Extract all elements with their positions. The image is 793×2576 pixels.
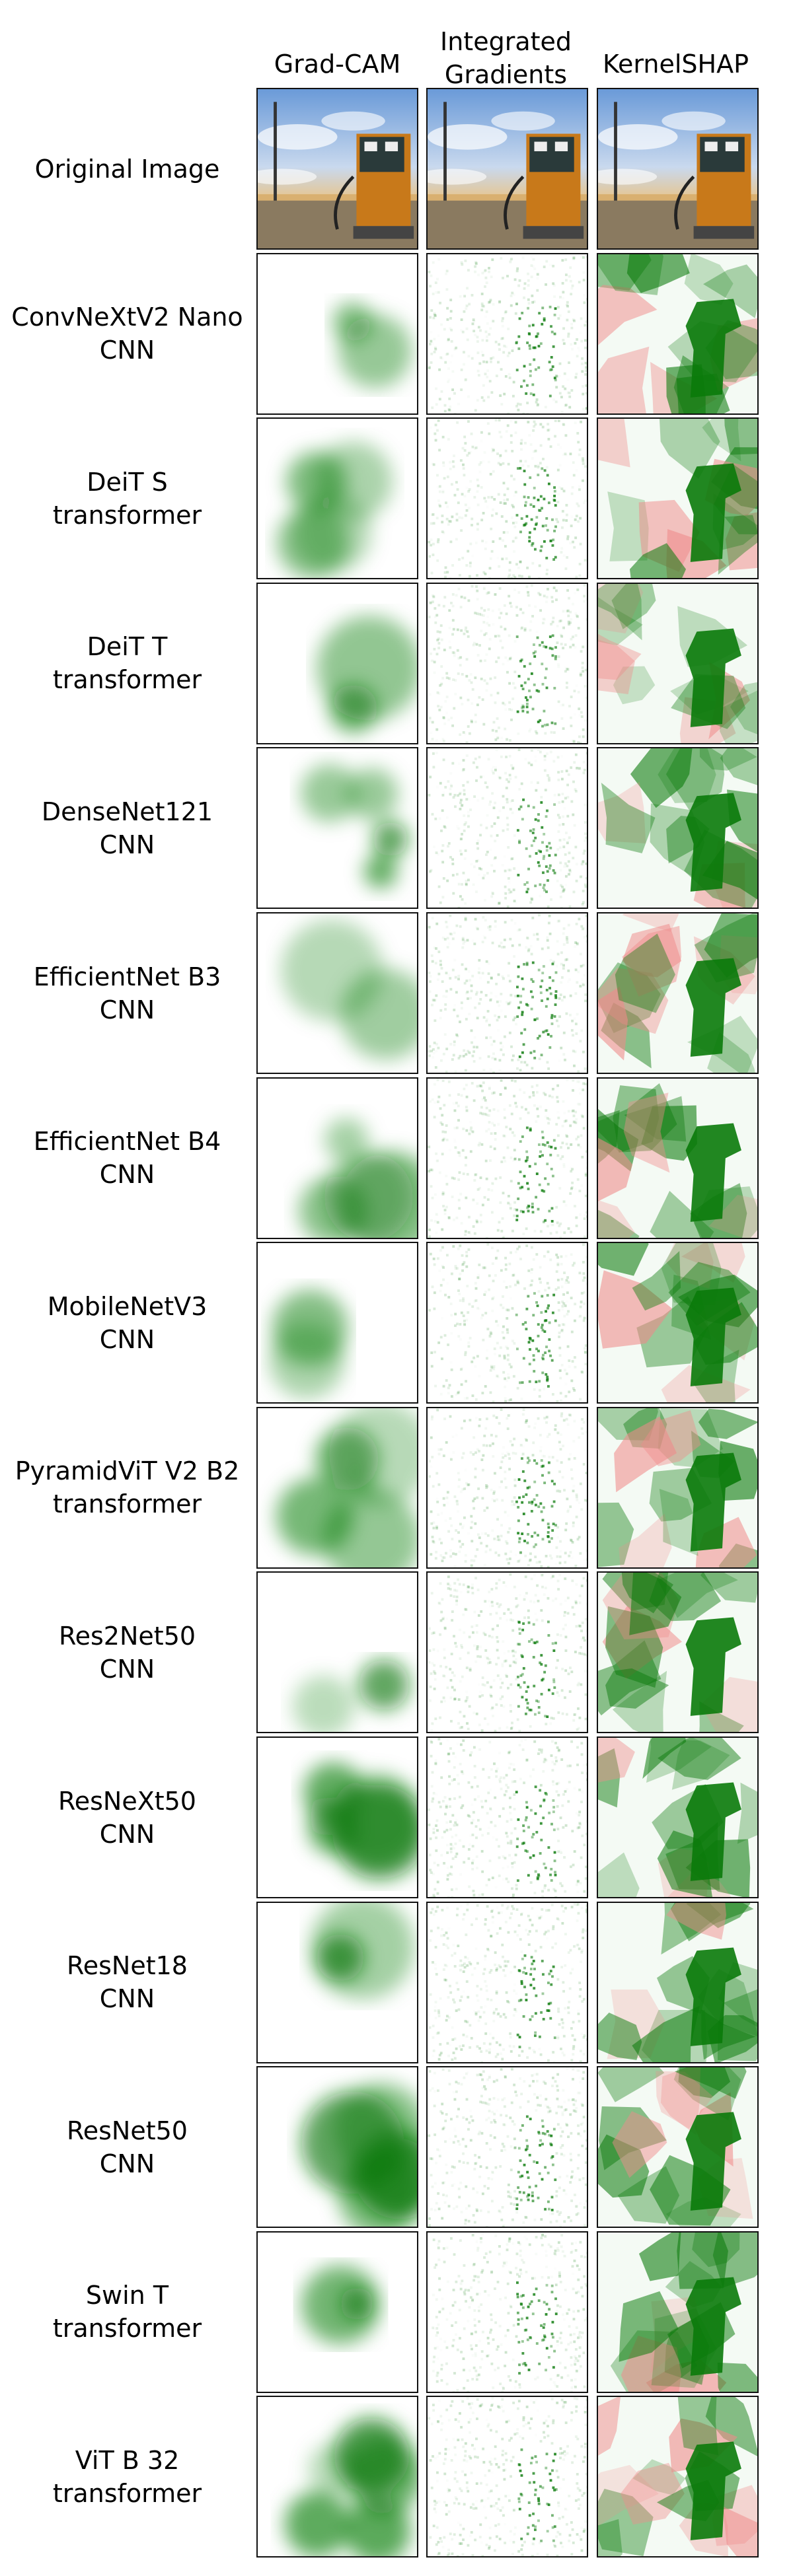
kernelshap-map	[597, 582, 759, 744]
original-image	[256, 88, 418, 250]
kernelshap-map	[597, 1406, 759, 1569]
column-header-integrated-gradients: Integrated Gradients	[440, 27, 572, 89]
row-label: Res2Net50 CNN	[0, 1571, 254, 1733]
model-name: ConvNeXtV2 Nano	[11, 303, 243, 332]
model-type: CNN	[99, 1819, 155, 1849]
model-type: CNN	[99, 995, 155, 1024]
integrated-gradients-map	[426, 582, 588, 744]
model-name: Original Image	[34, 154, 220, 184]
row-label: ConvNeXtV2 Nano CNN	[0, 253, 254, 415]
gradcam-heatmap	[256, 2396, 418, 2558]
model-type: transformer	[52, 2314, 202, 2343]
kernelshap-map	[597, 2066, 759, 2229]
model-name: ResNeXt50	[58, 1786, 196, 1816]
gradcam-heatmap	[256, 912, 418, 1074]
model-name: ViT B 32	[75, 2445, 180, 2475]
model-name: DeiT T	[87, 632, 168, 662]
integrated-gradients-map	[426, 417, 588, 580]
gradcam-heatmap	[256, 1406, 418, 1569]
kernelshap-map	[597, 2396, 759, 2558]
integrated-gradients-map	[426, 1242, 588, 1404]
kernelshap-map	[597, 252, 759, 415]
model-name: EfficientNet B3	[33, 962, 221, 991]
integrated-gradients-map	[426, 1571, 588, 1734]
row-label: EfficientNet B3 CNN	[0, 912, 254, 1074]
row-label: DenseNet121 CNN	[0, 747, 254, 909]
row-label: ViT B 32 transformer	[0, 2396, 254, 2558]
original-image	[597, 88, 759, 250]
model-name: EfficientNet B4	[33, 1127, 221, 1157]
kernelshap-map	[597, 417, 759, 580]
gradcam-heatmap	[256, 1242, 418, 1404]
model-type: CNN	[99, 1324, 155, 1354]
integrated-gradients-map	[426, 2396, 588, 2558]
row-label: PyramidViT V2 B2 transformer	[0, 1407, 254, 1569]
row-label: Original Image	[0, 88, 254, 250]
gradcam-heatmap	[256, 252, 418, 415]
gradcam-heatmap	[256, 747, 418, 910]
original-image	[426, 88, 588, 250]
row-label: ResNeXt50 CNN	[0, 1736, 254, 1898]
model-name: Swin T	[85, 2281, 169, 2310]
model-name: ResNet18	[67, 1951, 188, 1981]
kernelshap-map	[597, 912, 759, 1074]
gradcam-heatmap	[256, 582, 418, 744]
column-header-kernelshap: KernelSHAP	[603, 50, 749, 79]
model-name: PyramidViT V2 B2	[15, 1456, 240, 1486]
model-type: transformer	[52, 1489, 202, 1519]
model-name: ResNet50	[67, 2116, 188, 2145]
gradcam-heatmap	[256, 1901, 418, 2063]
gradcam-heatmap	[256, 417, 418, 580]
model-name: DeiT S	[87, 467, 168, 497]
integrated-gradients-map	[426, 747, 588, 910]
kernelshap-map	[597, 747, 759, 910]
kernelshap-map	[597, 1242, 759, 1404]
integrated-gradients-map	[426, 1736, 588, 1898]
model-name: Res2Net50	[58, 1621, 196, 1651]
integrated-gradients-map	[426, 2066, 588, 2229]
integrated-gradients-map	[426, 2231, 588, 2393]
model-type: transformer	[52, 2478, 202, 2508]
column-header-gradcam: Grad-CAM	[274, 50, 401, 79]
integrated-gradients-map	[426, 1901, 588, 2063]
model-type: CNN	[99, 336, 155, 365]
model-type: CNN	[99, 830, 155, 859]
model-type: transformer	[52, 500, 202, 530]
row-label: EfficientNet B4 CNN	[0, 1077, 254, 1239]
kernelshap-map	[597, 2231, 759, 2393]
model-type: CNN	[99, 1654, 155, 1684]
integrated-gradients-map	[426, 1406, 588, 1569]
gradcam-heatmap	[256, 1571, 418, 1734]
kernelshap-map	[597, 1901, 759, 2063]
row-label: Swin T transformer	[0, 2231, 254, 2393]
integrated-gradients-map	[426, 912, 588, 1074]
integrated-gradients-map	[426, 1077, 588, 1239]
model-type: CNN	[99, 1160, 155, 1190]
model-type: CNN	[99, 2149, 155, 2178]
model-type: transformer	[52, 665, 202, 695]
kernelshap-map	[597, 1571, 759, 1734]
model-type: CNN	[99, 1984, 155, 2014]
row-label: MobileNetV3 CNN	[0, 1242, 254, 1404]
gradcam-heatmap	[256, 2066, 418, 2229]
model-name: DenseNet121	[41, 797, 213, 826]
gradcam-heatmap	[256, 2231, 418, 2393]
kernelshap-map	[597, 1077, 759, 1239]
integrated-gradients-map	[426, 252, 588, 415]
model-name: MobileNetV3	[47, 1291, 208, 1321]
row-label: ResNet50 CNN	[0, 2066, 254, 2228]
kernelshap-map	[597, 1736, 759, 1898]
gradcam-heatmap	[256, 1077, 418, 1239]
row-label: ResNet18 CNN	[0, 1902, 254, 2063]
gradcam-heatmap	[256, 1736, 418, 1898]
